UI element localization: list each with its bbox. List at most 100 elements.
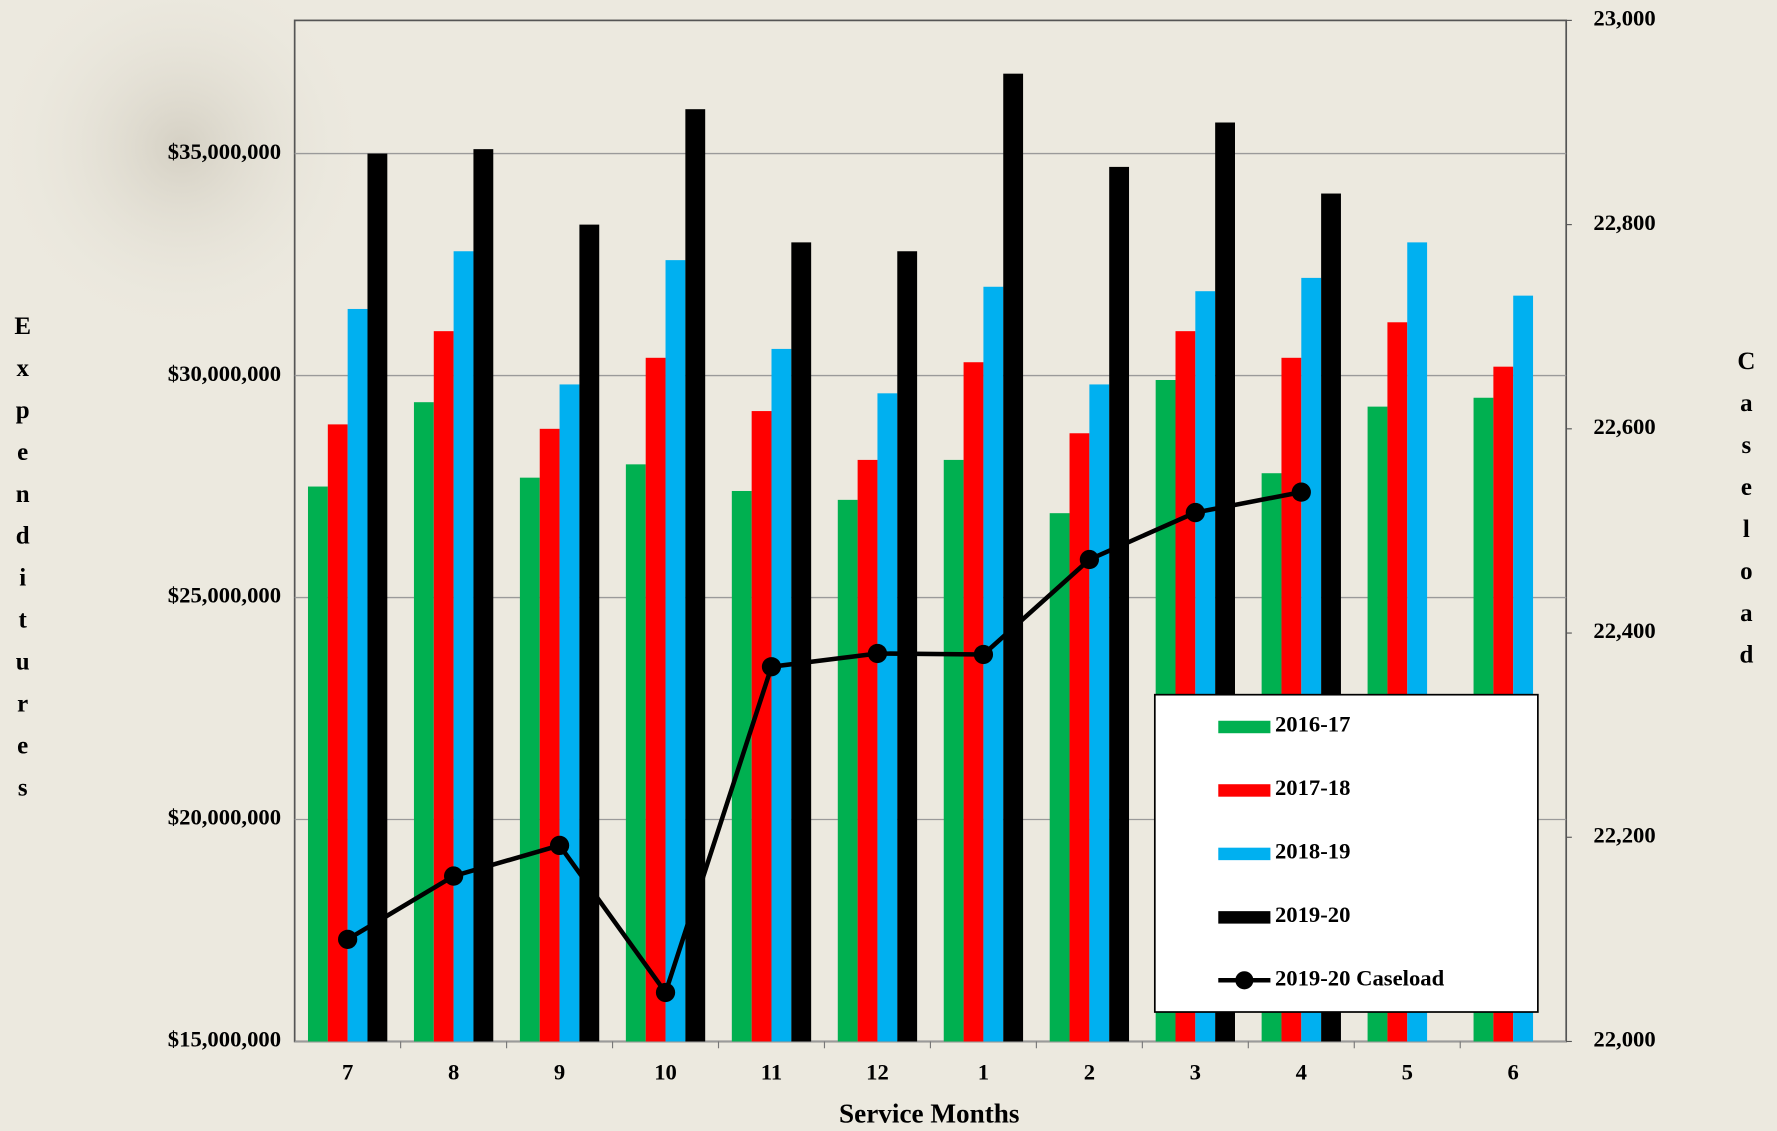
x-tick-label: 12 [866, 1060, 889, 1085]
legend-swatch [1218, 911, 1271, 924]
bar [1089, 384, 1110, 1042]
line-marker [1291, 482, 1311, 502]
bar [413, 402, 434, 1042]
title-letter: C [1737, 348, 1755, 375]
legend-label: 2017-18 [1275, 775, 1351, 800]
x-tick-label: 11 [761, 1060, 782, 1085]
bar [943, 459, 964, 1042]
bar [519, 477, 540, 1042]
bar [539, 428, 560, 1042]
title-letter: s [18, 774, 28, 801]
legend-swatch [1218, 847, 1271, 861]
line-marker [443, 866, 464, 886]
bar [731, 490, 752, 1042]
legend-label: 2018-19 [1275, 839, 1351, 864]
legend-label: 2019-20 Caseload [1275, 965, 1445, 990]
x-tick-label: 1 [978, 1060, 989, 1085]
title-letter: p [16, 397, 30, 424]
bar [1003, 73, 1024, 1042]
title-letter: o [1740, 558, 1752, 585]
x-tick-label: 2 [1084, 1060, 1095, 1085]
title-letter: a [1740, 600, 1753, 627]
legend-swatch [1218, 720, 1271, 734]
bar [625, 464, 646, 1042]
bar [327, 424, 348, 1042]
legend-label: 2019-20 [1275, 902, 1351, 927]
line-marker [761, 657, 782, 677]
y2-tick-label: 22,000 [1593, 1027, 1655, 1052]
bar [307, 486, 328, 1042]
title-letter: r [17, 690, 28, 717]
line-marker [655, 982, 676, 1003]
bar [963, 362, 984, 1042]
line-marker [867, 643, 888, 664]
title-letter: a [1740, 390, 1753, 417]
bar [665, 260, 686, 1042]
y2-tick-label: 22,800 [1593, 210, 1655, 235]
y-tick-label: $25,000,000 [168, 583, 281, 608]
line-marker [1185, 502, 1205, 523]
line-marker [1079, 549, 1100, 570]
bar [751, 411, 772, 1042]
x-tick-label: 7 [342, 1060, 353, 1085]
line [346, 489, 1302, 998]
bar [791, 242, 812, 1042]
bar [367, 153, 388, 1042]
y2-tick-label: 22,400 [1593, 618, 1655, 643]
legend-swatch [1235, 971, 1254, 990]
title-letter: e [1741, 474, 1752, 501]
line-marker [973, 644, 994, 665]
title-letter: e [17, 732, 28, 759]
y2-tick-label: 23,000 [1593, 6, 1655, 31]
bar [857, 459, 878, 1042]
bar [1109, 166, 1130, 1042]
title-letter: t [19, 606, 28, 633]
bar [453, 251, 474, 1042]
y-tick-label: $35,000,000 [168, 139, 281, 164]
y2-tick-label: 22,600 [1593, 414, 1655, 439]
bar [1049, 513, 1070, 1042]
title-letter: u [16, 648, 30, 675]
title-letter: E [14, 313, 31, 340]
legend-swatch [1218, 784, 1271, 797]
bar [685, 109, 706, 1042]
x-tick-label: 8 [448, 1060, 459, 1085]
y-tick-label: $15,000,000 [168, 1027, 281, 1052]
bar [473, 149, 494, 1042]
line-marker [338, 929, 358, 949]
bar [877, 393, 898, 1042]
y2-tick-label: 22,200 [1593, 822, 1655, 847]
title-letter: i [19, 564, 26, 591]
line-marker [549, 835, 570, 856]
title-letter: x [16, 355, 29, 382]
bar [645, 357, 666, 1042]
y-tick-label: $20,000,000 [168, 805, 281, 830]
y-tick-label: $30,000,000 [168, 361, 281, 386]
bar [983, 286, 1004, 1042]
bar [347, 308, 368, 1042]
x-tick-label: 6 [1508, 1060, 1519, 1085]
legend-label: 2016-17 [1275, 712, 1351, 737]
x-tick-label: 4 [1296, 1060, 1307, 1085]
x-tick-label: 9 [554, 1060, 565, 1085]
title-letter: d [1739, 641, 1753, 668]
title-letter: s [1742, 432, 1752, 459]
bar [897, 251, 918, 1042]
bar [559, 384, 580, 1042]
title-letter: d [16, 522, 30, 549]
title-letter: n [16, 481, 30, 508]
x-tick-label: 10 [654, 1060, 677, 1085]
x-tick-label: 5 [1402, 1060, 1413, 1085]
title-letter: l [1743, 516, 1750, 543]
x-axis-title: Service Months [839, 1099, 1019, 1129]
bar [433, 331, 454, 1042]
bar [579, 224, 600, 1042]
bar [771, 348, 792, 1042]
decoration [0, 0, 374, 340]
bar [837, 499, 858, 1042]
x-tick-label: 3 [1190, 1060, 1201, 1085]
